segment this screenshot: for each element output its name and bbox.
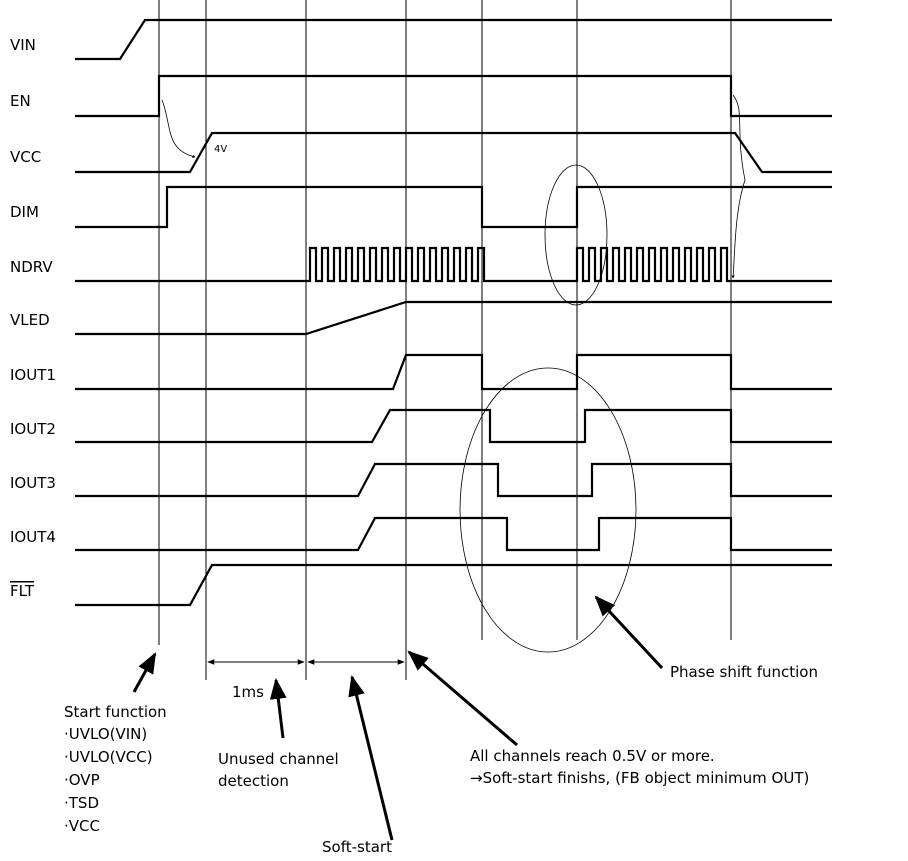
start-function-item: ·UVLO(VIN) <box>64 725 147 743</box>
phase-shift-label: Phase shift function <box>670 663 818 681</box>
signal-label: VLED <box>10 311 50 329</box>
signal-label: DIM <box>10 203 39 221</box>
signal-label: IOUT1 <box>10 366 56 384</box>
start-function-item: ·OVP <box>64 771 100 789</box>
signal-label: IOUT3 <box>10 474 56 492</box>
signal-label: VCC <box>10 148 41 166</box>
labels: VIN EN VCC DIM NDRV VLED IOUT1 IOUT2 IOU… <box>10 36 818 856</box>
signal-label: IOUT4 <box>10 528 56 546</box>
signal-label: EN <box>10 92 31 110</box>
signal-label: VIN <box>10 36 36 54</box>
start-function-title: Start function <box>64 703 167 721</box>
waveforms <box>75 18 832 607</box>
start-function-item: ·UVLO(VCC) <box>64 748 153 766</box>
all-channels-label: →Soft-start finishs, (FB object minimum … <box>470 769 809 787</box>
signal-label: NDRV <box>10 258 53 276</box>
start-function-item: ·TSD <box>64 794 99 812</box>
soft-start-label: Soft-start <box>322 838 392 856</box>
threshold-label: 4V <box>214 144 227 155</box>
signal-label: IOUT2 <box>10 420 56 438</box>
all-channels-label: All channels reach 0.5V or more. <box>470 747 715 765</box>
unused-channel-label: Unused channel <box>218 750 339 768</box>
time-markers <box>158 0 732 680</box>
annotation-shapes <box>132 94 746 841</box>
start-function-item: ·VCC <box>64 817 100 835</box>
signal-label: FLT <box>10 582 35 600</box>
interval-label: 1ms <box>232 683 264 701</box>
unused-channel-label: detection <box>218 772 289 790</box>
